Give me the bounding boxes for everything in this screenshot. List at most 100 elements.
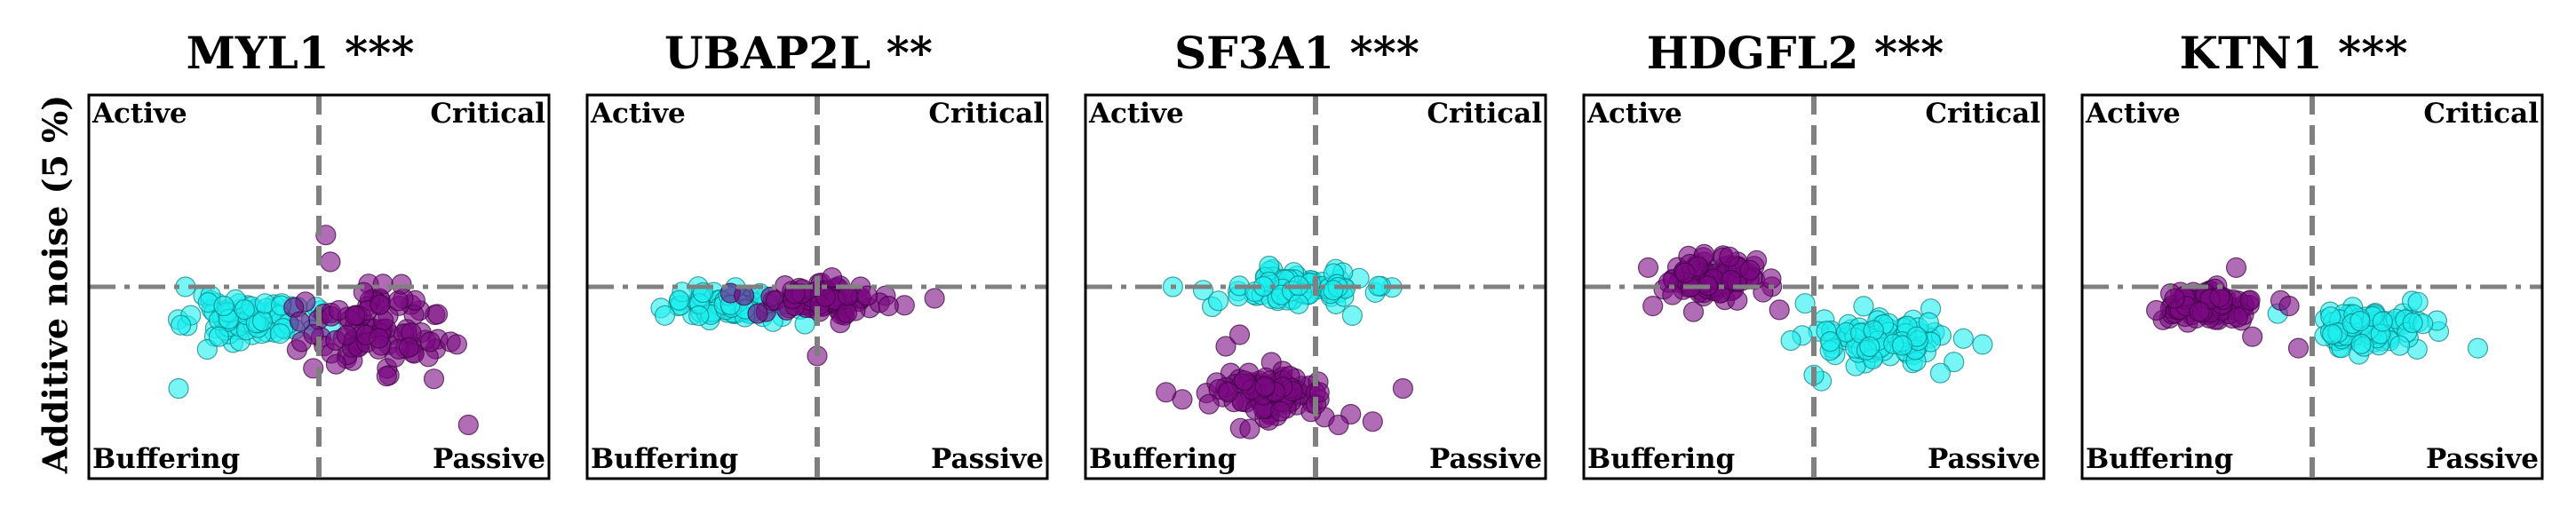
panel-title-ubap2l: UBAP2L **	[664, 27, 933, 79]
quadrant-label-passive: Passive	[931, 443, 1044, 475]
cyan-point	[2402, 312, 2423, 334]
purple-point	[289, 311, 311, 332]
cyan-point	[234, 299, 255, 321]
cyan-point	[2372, 311, 2393, 332]
purple-point	[1328, 414, 1349, 436]
purple-point	[2227, 306, 2248, 328]
scatter-panel: Active Critical Buffering Passive	[1084, 93, 1547, 480]
purple-point	[1637, 257, 1659, 278]
purple-point	[325, 353, 346, 375]
purple-point	[370, 294, 391, 315]
scatter-panel: Active Critical Buffering Passive	[87, 93, 551, 480]
purple-point	[747, 303, 768, 324]
purple-point	[924, 288, 945, 309]
purple-point	[2225, 257, 2247, 278]
cyan-point	[1780, 329, 1801, 352]
purple-point	[2239, 289, 2261, 311]
quadrant-label-critical: Critical	[2423, 98, 2539, 130]
purple-point	[1156, 382, 1177, 403]
quadrant-label-critical: Critical	[928, 98, 1044, 130]
cyan-point	[1819, 331, 1841, 353]
cyan-point	[171, 314, 192, 336]
cyan-point	[1207, 290, 1229, 312]
purple-point	[387, 290, 409, 312]
panel-title-myl1: MYL1 ***	[186, 27, 415, 79]
purple-point	[423, 368, 445, 390]
quadrant-label-buffering: Buffering	[92, 443, 240, 475]
purple-point	[376, 366, 397, 387]
quadrant-label-buffering: Buffering	[1587, 443, 1735, 475]
purple-point	[1239, 418, 1260, 440]
purple-point	[1642, 296, 1664, 317]
purple-point	[368, 328, 390, 349]
cyan-point	[196, 338, 218, 360]
panel-title-hdgfl2: HDGFL2 ***	[1646, 27, 1944, 79]
purple-point	[1234, 370, 1255, 392]
cyan-point	[1288, 293, 1309, 314]
quadrant-label-buffering: Buffering	[1089, 443, 1236, 475]
quadrant-label-active: Active	[1088, 98, 1184, 130]
purple-point	[2209, 287, 2230, 308]
purple-point	[2164, 288, 2185, 309]
purple-point	[836, 302, 858, 324]
cyan-point	[2322, 323, 2343, 345]
panel-frame	[87, 93, 551, 480]
purple-point	[1308, 382, 1330, 403]
purple-point	[391, 273, 412, 295]
panel-title-ktn1: KTN1 ***	[2179, 27, 2408, 79]
cyan-point	[2467, 337, 2489, 359]
cyan-point	[1929, 362, 1951, 384]
quadrant-label-active: Active	[2085, 98, 2181, 130]
quadrant-label-active: Active	[1586, 98, 1682, 130]
cyan-point	[2389, 335, 2411, 356]
cyan-point	[208, 326, 229, 347]
scatter-panel: Active Critical Buffering Passive	[1582, 93, 2046, 480]
panel-frame	[585, 93, 1049, 480]
purple-point	[372, 273, 394, 295]
purple-point	[457, 414, 479, 436]
purple-point	[878, 296, 899, 317]
quadrant-label-passive: Passive	[1429, 443, 1542, 475]
scatter-panel: Active Critical Buffering Passive	[2080, 93, 2544, 480]
purple-point	[336, 324, 357, 345]
cyan-point	[1323, 280, 1344, 301]
panel-title-sf3a1: SF3A1 ***	[1174, 27, 1419, 79]
cyan-point	[1859, 336, 1880, 358]
cyan-point	[2349, 311, 2371, 332]
cyan-point	[1952, 328, 1974, 349]
panel-frame	[1084, 93, 1547, 480]
purple-point	[427, 304, 449, 325]
cyan-point	[668, 289, 690, 311]
quadrant-label-passive: Passive	[1928, 443, 2040, 475]
purple-point	[2146, 299, 2167, 321]
quadrant-label-buffering: Buffering	[2086, 443, 2233, 475]
purple-point	[2242, 326, 2263, 347]
purple-point	[398, 337, 419, 358]
purple-point	[1269, 400, 1292, 422]
quadrant-label-passive: Passive	[2426, 443, 2539, 475]
purple-point	[821, 267, 843, 289]
scatter-panel: Active Critical Buffering Passive	[585, 93, 1049, 480]
cyan-point	[2350, 333, 2372, 354]
purple-point	[2287, 337, 2310, 359]
quadrant-label-critical: Critical	[1925, 98, 2040, 130]
purple-point	[1674, 262, 1696, 283]
purple-point	[1215, 336, 1236, 357]
purple-point	[1254, 376, 1276, 397]
cyan-point	[654, 305, 676, 326]
purple-point	[1769, 299, 1790, 321]
quadrant-label-buffering: Buffering	[591, 443, 738, 475]
purple-point	[1362, 411, 1383, 432]
cyan-point	[2407, 291, 2429, 313]
purple-point	[345, 305, 366, 327]
cyan-point	[1853, 296, 1874, 317]
purple-point	[1198, 393, 1220, 415]
cyan-point	[269, 323, 290, 345]
purple-point	[320, 251, 341, 273]
purple-point	[1217, 382, 1239, 403]
cyan-point	[1944, 352, 1965, 373]
cyan-point	[168, 377, 189, 400]
quadrant-label-critical: Critical	[1427, 98, 1542, 130]
cyan-point	[1918, 312, 1939, 333]
